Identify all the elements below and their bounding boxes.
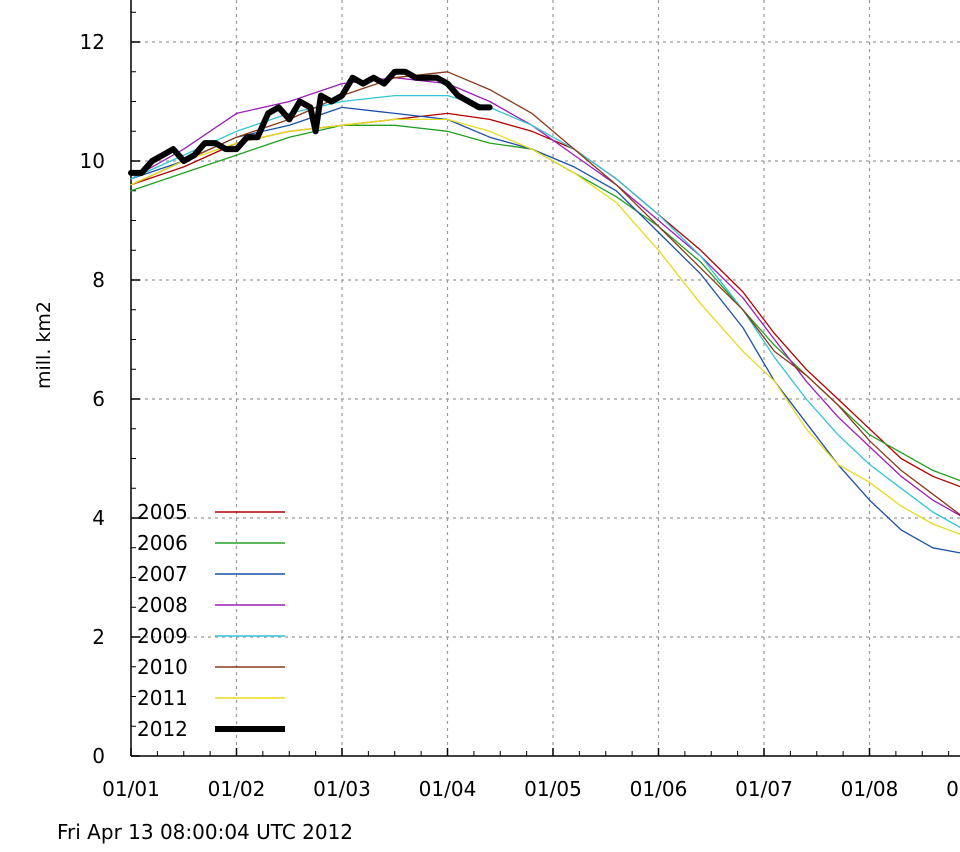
legend-label-2010: 2010 (137, 655, 188, 679)
legend-label-2009: 2009 (137, 624, 188, 648)
legend-label-2011: 2011 (137, 686, 188, 710)
series-line-2007 (130, 106, 960, 554)
axes: 01/01 01/02 01/03 01/04 01/05 01/06 01/07 01/08… (80, 0, 960, 801)
legend-label-2005: 2005 (137, 500, 188, 524)
grid (131, 0, 960, 756)
series-line-2011 (130, 118, 960, 535)
timestamp-footer: Fri Apr 13 08:00:04 UTC 2012 (57, 820, 354, 844)
x-tick-label: 01/03 (313, 777, 371, 801)
x-tick-label: 01/02 (208, 777, 266, 801)
x-tick-label: 01/09 (946, 777, 960, 801)
x-tick-label: 01/01 (102, 777, 160, 801)
legend-label-2006: 2006 (137, 531, 188, 555)
legend: 2005 2006 2007 2008 2009 2010 2011 2012 (137, 500, 285, 741)
legend-label-2007: 2007 (137, 562, 188, 586)
y-tick-label: 4 (92, 506, 105, 530)
x-tick-label: 01/08 (841, 777, 899, 801)
y-tick-label: 10 (80, 149, 105, 173)
series-line-2009 (130, 94, 960, 529)
y-axis-label: mill. km2 (33, 301, 55, 389)
y-tick-label: 12 (80, 30, 105, 54)
y-tick-label: 0 (92, 744, 105, 768)
series-line-2012 (128, 68, 493, 176)
y-tick-label: 2 (92, 625, 105, 649)
y-tick-label: 8 (92, 268, 105, 292)
y-tick-label: 6 (92, 387, 105, 411)
x-tick-label: 01/07 (735, 777, 793, 801)
x-tick-label: 01/05 (524, 777, 582, 801)
series-lines (128, 68, 960, 554)
series-line-2010 (130, 71, 960, 516)
legend-label-2008: 2008 (137, 593, 188, 617)
x-tick-label: 01/04 (419, 777, 477, 801)
series-line-2006 (130, 124, 960, 482)
x-tick-label: 01/06 (630, 777, 688, 801)
legend-label-2012: 2012 (137, 717, 188, 741)
